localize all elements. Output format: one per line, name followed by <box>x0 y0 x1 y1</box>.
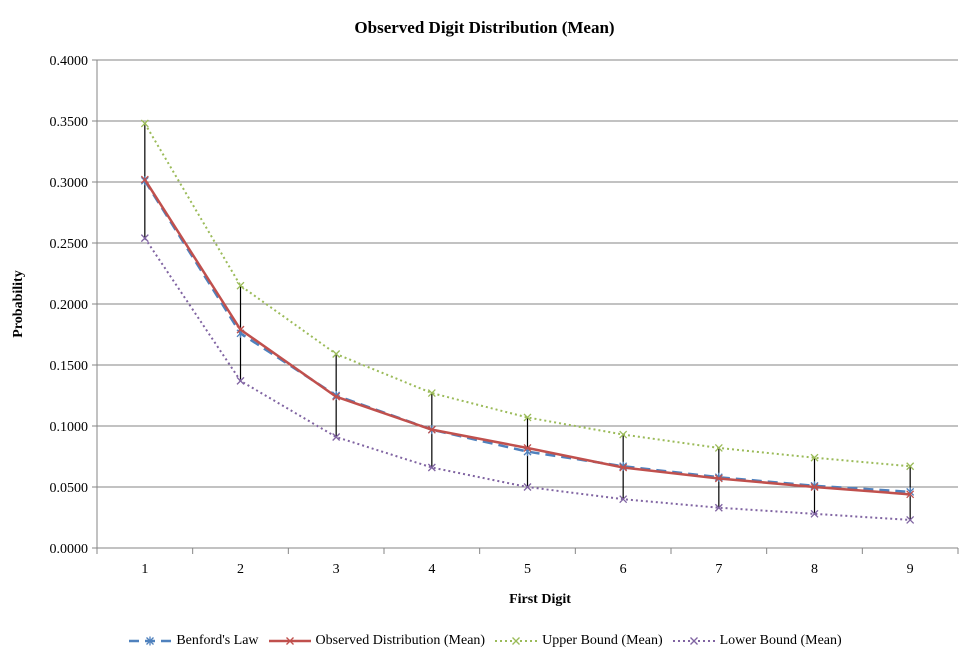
x-tick-label: 3 <box>333 562 340 577</box>
chart-title: Observed Digit Distribution (Mean) <box>354 18 615 37</box>
y-tick-label: 0.4000 <box>50 54 89 69</box>
legend-item: Observed Distribution (Mean) <box>267 633 486 649</box>
axes <box>92 59 959 554</box>
x-tick-label: 7 <box>715 562 722 577</box>
y-tick-label: 0.0500 <box>50 481 89 496</box>
data-point <box>619 463 628 472</box>
x-tick-label: 6 <box>620 562 627 577</box>
data-point <box>427 425 436 434</box>
data-point <box>523 483 532 491</box>
legend-swatch <box>495 637 538 645</box>
x-tick-label: 9 <box>907 562 914 577</box>
data-point <box>146 636 155 646</box>
data-point <box>714 503 723 512</box>
y-tick-label: 0.1500 <box>50 359 89 374</box>
series-2 <box>140 119 915 471</box>
data-point <box>140 234 149 243</box>
data-point <box>906 515 915 524</box>
series-line <box>143 122 911 468</box>
data-point <box>140 119 149 128</box>
x-tick-label: 1 <box>141 562 148 577</box>
series-lines <box>140 119 915 524</box>
data-point <box>689 637 698 645</box>
y-tick-label: 0.3500 <box>50 115 89 130</box>
y-tick-label: 0.2000 <box>50 298 89 313</box>
data-point <box>523 413 532 422</box>
legend-swatch <box>129 636 172 646</box>
data-point <box>332 392 341 401</box>
x-tick-label: 8 <box>811 562 818 577</box>
data-point <box>810 483 819 491</box>
data-point <box>140 175 149 184</box>
legend: Benford's Law Observed Distribution (Mean… <box>0 633 969 649</box>
legend-swatch <box>672 637 715 645</box>
y-tick-label: 0.0000 <box>50 542 89 557</box>
data-point <box>619 495 628 504</box>
y-tick-label: 0.3000 <box>50 176 89 191</box>
data-point <box>906 490 915 499</box>
y-tick-label: 0.1000 <box>50 420 89 435</box>
legend-swatch <box>268 637 311 645</box>
data-point <box>714 474 723 483</box>
data-point <box>236 376 245 385</box>
legend-label: Benford's Law <box>176 633 259 648</box>
series-1 <box>140 175 915 499</box>
x-tick-label: 5 <box>524 562 531 577</box>
legend-label: Lower Bound (Mean) <box>719 633 842 648</box>
x-axis-title: First Digit <box>509 592 571 607</box>
legend-item: Benford's Law <box>127 633 259 649</box>
y-axis-title: Probability <box>11 270 26 337</box>
data-point <box>906 462 915 471</box>
x-tick-label: 2 <box>237 562 244 577</box>
data-point <box>714 444 723 452</box>
x-tick-label: 4 <box>428 562 435 577</box>
data-point <box>332 433 341 441</box>
legend-item: Upper Bound (Mean) <box>493 633 663 649</box>
series-3 <box>140 234 915 524</box>
data-point <box>285 637 294 645</box>
data-point <box>236 325 245 334</box>
data-point <box>619 430 628 439</box>
legend-label: Upper Bound (Mean) <box>542 633 663 648</box>
data-point <box>810 509 819 518</box>
data-point <box>332 350 341 358</box>
data-point <box>810 453 819 462</box>
legend-label: Observed Distribution (Mean) <box>315 633 486 648</box>
data-point <box>512 637 521 645</box>
data-point <box>523 444 532 452</box>
error-bars <box>144 123 911 520</box>
legend-item: Lower Bound (Mean) <box>671 633 842 649</box>
data-point <box>427 463 436 472</box>
data-point <box>427 389 436 398</box>
y-tick-label: 0.2500 <box>50 237 89 252</box>
data-point <box>236 281 245 290</box>
tick-labels: 0.0000 0.0500 0.1000 0.1500 0.2000 0.2500 0.30… <box>50 54 914 577</box>
